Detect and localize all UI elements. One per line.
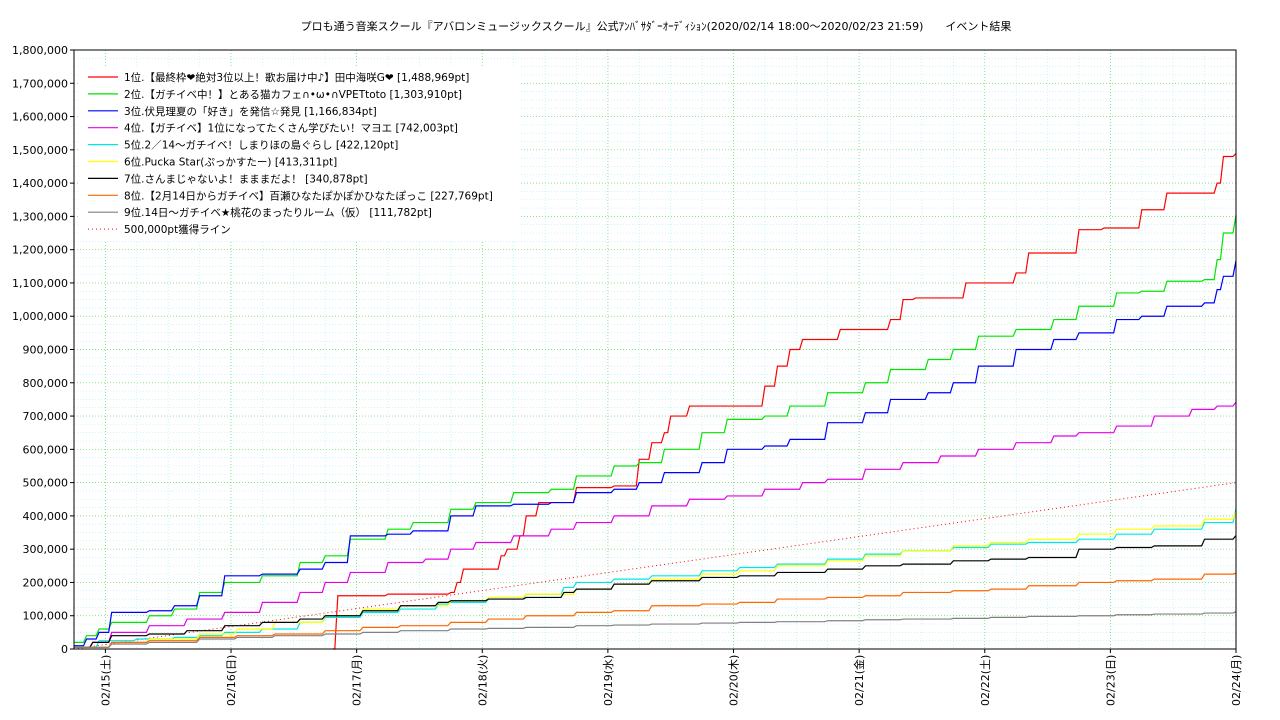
y-tick-label: 1,000,000 — [12, 310, 68, 323]
x-tick-label: 02/15(土) — [99, 655, 112, 706]
y-tick-label: 300,000 — [23, 543, 69, 556]
x-axis: 02/15(土) 02/16(日) 02/17(月) 02/18(火) 02/19(水)… — [99, 649, 1243, 706]
x-tick-label: 02/23(日) — [1104, 655, 1117, 706]
x-tick-label: 02/19(水) — [602, 655, 615, 706]
chart-title: プロも通う音楽スクール『アバロンミュージックスクール』公式ｱﾝﾊﾞｻﾀﾞｰｵｰﾃ… — [301, 19, 1012, 33]
y-tick-label: 1,500,000 — [12, 144, 68, 157]
y-tick-label: 600,000 — [23, 443, 69, 456]
y-tick-label: 800,000 — [23, 377, 69, 390]
x-tick-label: 02/17(月) — [351, 655, 364, 706]
x-tick-label: 02/24(月) — [1230, 655, 1243, 706]
y-tick-label: 500,000 — [23, 477, 69, 490]
y-tick-label: 1,300,000 — [12, 210, 68, 223]
series-line-9 — [74, 611, 1237, 648]
y-tick-label: 400,000 — [23, 510, 69, 523]
x-tick-label: 02/21(金) — [852, 655, 866, 706]
x-tick-label: 02/16(日) — [225, 655, 238, 706]
x-tick-label: 02/22(土) — [979, 655, 992, 706]
series-line-3 — [74, 260, 1237, 647]
legend-label: 3位.伏見理夏の「好き」を発信☆発見 [1,166,834pt] — [124, 105, 377, 118]
y-tick-label: 1,200,000 — [12, 244, 68, 257]
y-tick-label: 100,000 — [23, 610, 69, 623]
series-line-8 — [74, 572, 1237, 648]
y-axis: 0 100,000 200,000 300,000 400,000 500,000 600,… — [12, 44, 74, 656]
y-tick-label: 0 — [61, 643, 68, 656]
y-tick-label: 1,400,000 — [12, 177, 68, 190]
legend: 1位.【最終枠❤絶対3位以上！歌お届け中♪】田中海咲G❤ [1,488,969p… — [80, 66, 520, 240]
y-tick-label: 1,600,000 — [12, 111, 68, 124]
legend-label: 5位.2／14〜ガチイベ！しまりほの島ぐらし [422,120pt] — [124, 139, 398, 152]
series-line-1 — [332, 153, 1237, 650]
y-tick-label: 1,700,000 — [12, 77, 68, 90]
legend-label: 6位.Pucka Star(ぷっかすたー) [413,311pt] — [124, 156, 337, 169]
x-tick-label: 02/18(火) — [476, 655, 489, 706]
y-tick-label: 900,000 — [23, 344, 69, 357]
series-line-5 — [74, 508, 1237, 648]
legend-label: 8位.【2月14日からガチイベ】百瀬ひなたぽかぽかひなたぽっこ [227,769… — [124, 189, 493, 202]
y-tick-label: 1,100,000 — [12, 277, 68, 290]
series-line-6 — [74, 511, 1237, 648]
x-tick-label: 02/20(木) — [728, 655, 741, 706]
series-lines — [74, 153, 1237, 650]
legend-label: 2位.【ガチイベ中！】とある猫カフェ∩•ω•∩VPETtoto [1,303,9… — [124, 88, 462, 101]
y-tick-label: 200,000 — [23, 576, 69, 589]
legend-label: 1位.【最終枠❤絶対3位以上！歌お届け中♪】田中海咲G❤ [1,488,969p… — [124, 71, 469, 84]
y-tick-label: 700,000 — [23, 410, 69, 423]
legend-label: 500,000pt獲得ライン — [124, 223, 231, 236]
series-line-4 — [74, 401, 1237, 648]
legend-label: 9位.14日〜ガチイベ★桃花のまったりルーム（仮） [111,782pt] — [124, 206, 432, 219]
legend-label: 7位.さんまじゃないよ！まままだよ！ [340,878pt] — [124, 172, 368, 185]
y-tick-label: 1,800,000 — [12, 44, 68, 57]
legend-label: 4位.【ガチイベ】1位になってたくさん学びたい！マヨエ [742,003pt] — [124, 122, 458, 135]
series-line-2 — [74, 214, 1237, 643]
series-line-7 — [74, 535, 1237, 648]
legend-background — [80, 66, 520, 240]
